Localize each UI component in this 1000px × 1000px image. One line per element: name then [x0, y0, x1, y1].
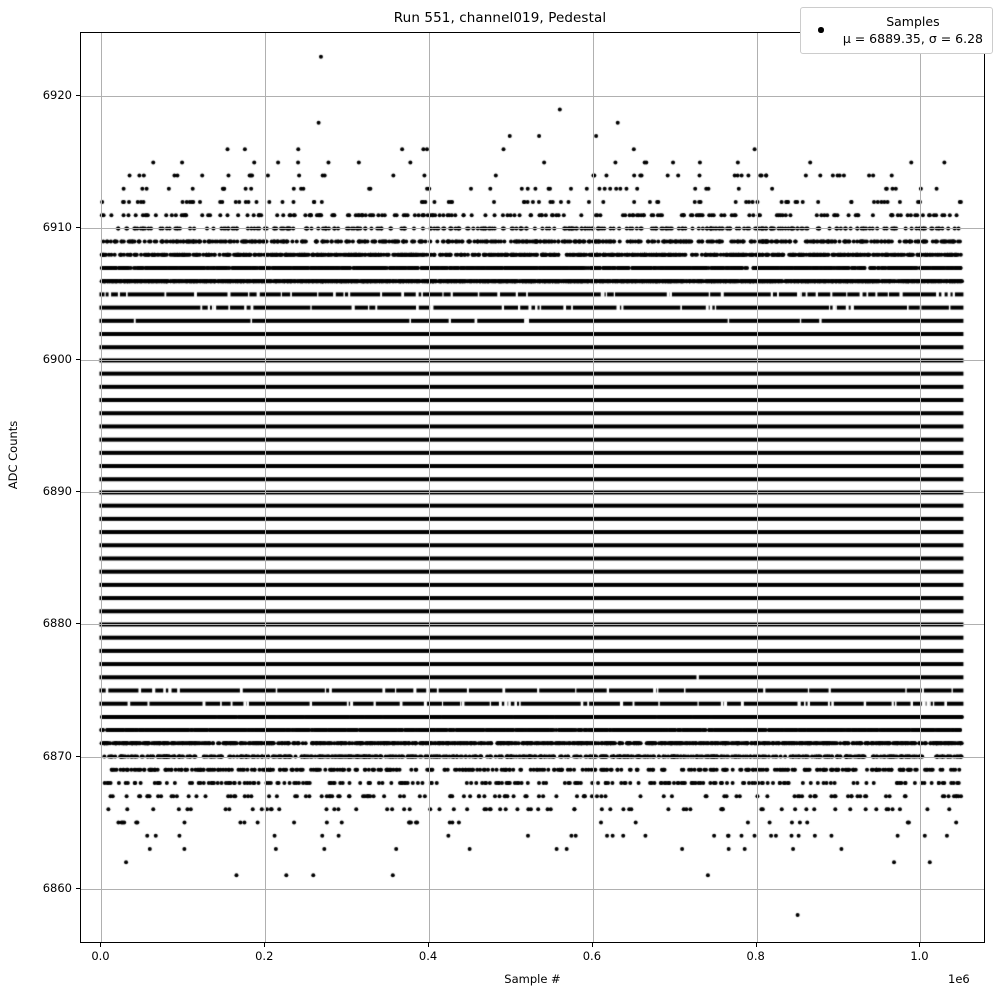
x-tick-label: 0.2: [255, 949, 274, 963]
page-title: Run 551, channel019, Pedestal: [393, 10, 607, 26]
y-gridline: [81, 624, 984, 626]
x-axis-offset-label: 1e6: [948, 972, 970, 986]
plot-axes-area: [80, 32, 985, 943]
y-tick-label: 6900: [42, 352, 72, 367]
x-gridline: [265, 33, 267, 942]
y-tick-mark: [76, 887, 80, 889]
x-tick-label: 0.8: [746, 949, 765, 963]
y-gridline: [81, 756, 984, 758]
legend-text: Samples μ = 6889.35, σ = 6.28: [843, 14, 983, 46]
chart-legend: Samples μ = 6889.35, σ = 6.28: [799, 7, 993, 55]
x-tick-mark: [428, 943, 430, 947]
legend-series-name: Samples: [886, 14, 940, 29]
y-gridline: [81, 96, 984, 98]
x-tick-label: 0.6: [582, 949, 602, 963]
y-gridline: [81, 360, 984, 362]
x-gridline: [592, 33, 594, 942]
x-gridline: [756, 33, 758, 942]
x-gridline: [101, 33, 103, 942]
y-tick-mark: [76, 359, 80, 361]
x-gridline: [920, 33, 922, 942]
y-axis-label: ADC Counts: [6, 420, 20, 490]
y-tick-label: 6860: [42, 880, 72, 895]
y-tick-label: 6880: [42, 616, 72, 631]
y-tick-label: 6920: [42, 88, 72, 103]
legend-marker: [810, 27, 832, 33]
y-tick-label: 6870: [42, 748, 72, 763]
y-tick-mark: [76, 755, 80, 757]
x-gridline: [429, 33, 431, 942]
x-tick-label: 1.0: [910, 949, 929, 963]
y-gridline: [81, 888, 984, 890]
x-tick-mark: [755, 943, 757, 947]
y-tick-mark: [76, 227, 80, 229]
y-tick-label: 6910: [42, 220, 72, 235]
scatter-point-icon: [818, 27, 824, 33]
x-tick-mark: [100, 943, 102, 947]
y-gridline: [81, 228, 984, 230]
y-tick-mark: [76, 491, 80, 493]
y-gridline: [81, 492, 984, 494]
scatter-plot-canvas: [81, 33, 984, 942]
y-tick-label: 6890: [42, 484, 72, 499]
legend-stats: μ = 6889.35, σ = 6.28: [842, 30, 983, 46]
x-tick-mark: [919, 943, 921, 947]
x-axis-label: Sample #: [504, 972, 561, 986]
x-tick-mark: [264, 943, 266, 947]
x-tick-label: 0.4: [418, 949, 438, 963]
y-tick-mark: [76, 623, 80, 625]
x-tick-mark: [591, 943, 593, 947]
x-tick-label: 0.0: [91, 949, 110, 963]
y-tick-mark: [76, 95, 80, 97]
